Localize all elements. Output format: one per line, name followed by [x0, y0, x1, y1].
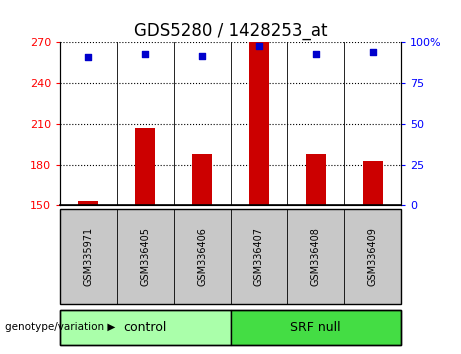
- Bar: [135, 128, 155, 205]
- Text: GSM336408: GSM336408: [311, 227, 321, 286]
- Bar: [230, 310, 401, 345]
- Point: [369, 50, 376, 55]
- Text: GSM336406: GSM336406: [197, 227, 207, 286]
- Title: GDS5280 / 1428253_at: GDS5280 / 1428253_at: [134, 22, 327, 40]
- Point: [312, 51, 319, 57]
- Text: GSM336409: GSM336409: [367, 227, 378, 286]
- Text: GSM335971: GSM335971: [83, 227, 94, 286]
- Text: control: control: [124, 321, 167, 334]
- Bar: [363, 161, 383, 205]
- Text: GSM336407: GSM336407: [254, 227, 264, 286]
- Text: SRF null: SRF null: [290, 321, 341, 334]
- Bar: [78, 201, 98, 205]
- Point: [255, 43, 263, 48]
- Point: [198, 53, 206, 58]
- Point: [142, 51, 149, 57]
- Bar: [192, 154, 212, 205]
- Text: GSM336405: GSM336405: [140, 227, 150, 286]
- Text: genotype/variation ▶: genotype/variation ▶: [5, 322, 115, 332]
- Point: [85, 54, 92, 60]
- Bar: [60, 310, 230, 345]
- Bar: [249, 42, 269, 205]
- Bar: [306, 154, 326, 205]
